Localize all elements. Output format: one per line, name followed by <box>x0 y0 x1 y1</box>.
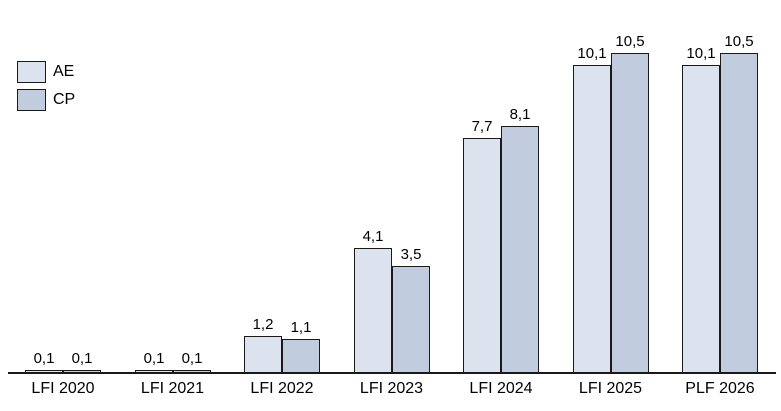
bar-value-label-cp-lfi-2023: 3,5 <box>400 246 422 263</box>
bar-value-label-ae-lfi-2020: 0,1 <box>33 350 55 367</box>
x-axis-label-lfi-2021: LFI 2021 <box>140 380 205 397</box>
bar-value-label-ae-lfi-2023: 4,1 <box>362 228 384 245</box>
x-axis-line <box>8 372 776 374</box>
x-axis-label-lfi-2020: LFI 2020 <box>31 380 95 397</box>
bar-value-label-ae-lfi-2024: 7,7 <box>471 118 493 135</box>
bar-cp-plf-2026 <box>720 53 758 373</box>
bar-cp-lfi-2022 <box>282 339 320 373</box>
bar-ae-lfi-2022 <box>244 336 282 373</box>
bar-value-label-cp-lfi-2021: 0,1 <box>181 350 203 367</box>
bar-cp-lfi-2025 <box>611 53 649 373</box>
bar-value-label-cp-lfi-2020: 0,1 <box>71 350 93 367</box>
legend-item-ae: AE <box>17 60 75 83</box>
bar-cp-lfi-2023 <box>392 266 430 373</box>
bar-value-label-cp-lfi-2024: 8,1 <box>509 106 531 123</box>
x-axis-label-lfi-2022: LFI 2022 <box>250 380 314 397</box>
x-axis-label-lfi-2023: LFI 2023 <box>359 380 424 397</box>
legend-label-cp: CP <box>53 90 76 108</box>
bar-value-label-cp-plf-2026: 10,5 <box>724 33 754 50</box>
legend-swatch-cp <box>17 88 46 111</box>
x-axis-label-plf-2026: PLF 2026 <box>685 380 755 397</box>
bar-ae-lfi-2023 <box>354 248 392 373</box>
chart-legend: AE CP <box>17 60 75 116</box>
x-axis-label-lfi-2025: LFI 2025 <box>578 380 643 397</box>
legend-label-ae: AE <box>53 62 75 80</box>
legend-swatch-ae <box>17 60 46 83</box>
bar-ae-plf-2026 <box>682 65 720 373</box>
bar-value-label-cp-lfi-2022: 1,1 <box>290 319 312 336</box>
bar-value-label-cp-lfi-2025: 10,5 <box>615 33 645 50</box>
bar-cp-lfi-2024 <box>501 126 539 373</box>
x-axis-label-lfi-2024: LFI 2024 <box>469 380 533 397</box>
bar-value-label-ae-plf-2026: 10,1 <box>686 45 716 62</box>
bar-value-label-ae-lfi-2025: 10,1 <box>577 45 607 62</box>
bar-ae-lfi-2025 <box>573 65 611 373</box>
bar-ae-lfi-2024 <box>463 138 501 373</box>
legend-item-cp: CP <box>17 88 75 111</box>
bar-value-label-ae-lfi-2021: 0,1 <box>143 350 165 367</box>
bar-value-label-ae-lfi-2022: 1,2 <box>252 316 274 333</box>
